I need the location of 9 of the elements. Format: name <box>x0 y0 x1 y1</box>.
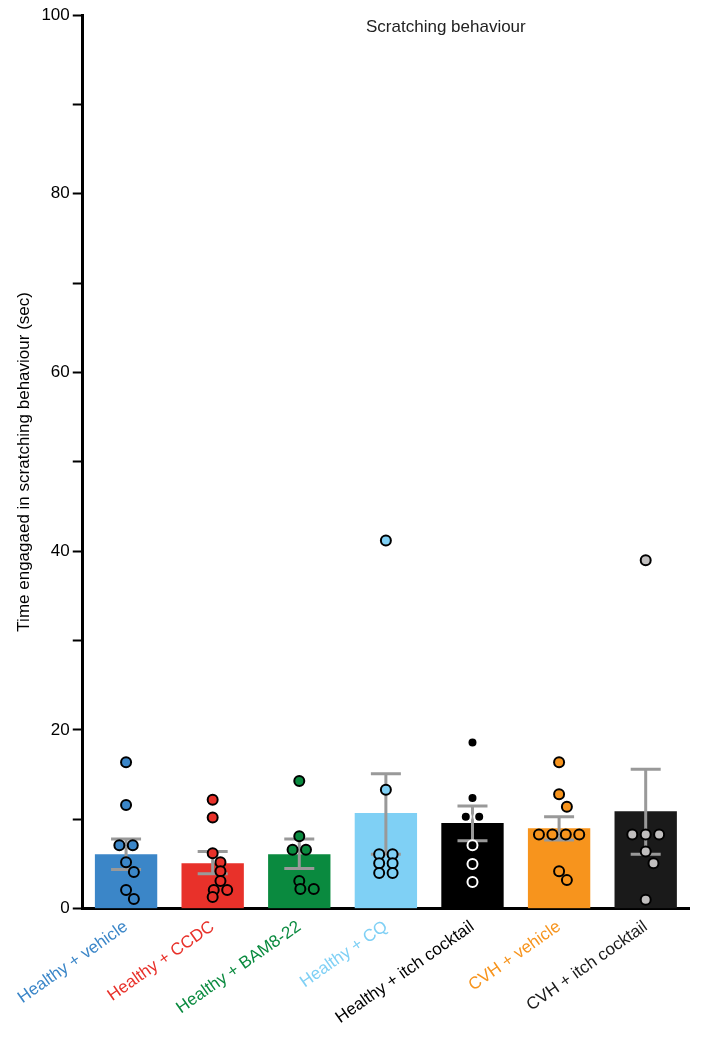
chart-title: Scratching behaviour <box>366 17 527 37</box>
y-tick-label: 80 <box>50 183 70 203</box>
bar <box>354 813 418 909</box>
y-tick-label: 20 <box>50 719 70 739</box>
y-tick-label: 60 <box>50 362 70 382</box>
y-tick-label: 40 <box>50 540 70 560</box>
y-tick-label: 100 <box>41 4 70 24</box>
y-tick-label: 0 <box>60 898 70 918</box>
y-axis-title: Time engagaed in scratching behaviour (sec) <box>13 292 33 632</box>
